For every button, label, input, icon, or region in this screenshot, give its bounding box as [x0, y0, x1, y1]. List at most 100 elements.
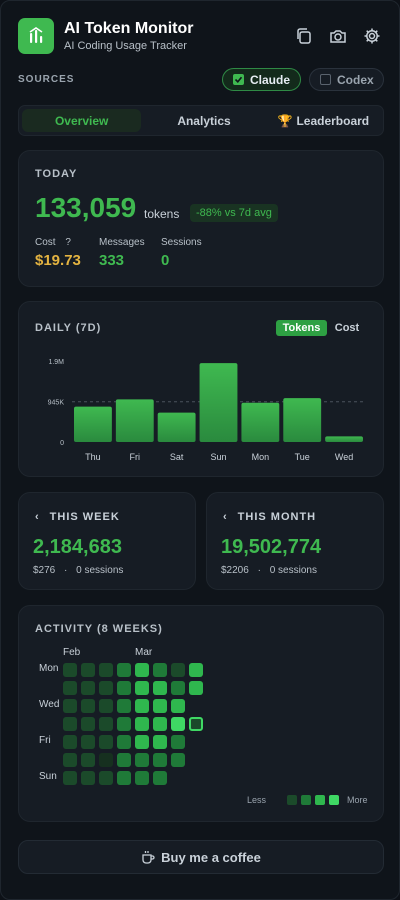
heatmap-cell[interactable] [153, 717, 167, 731]
header: AI Token Monitor AI Coding Usage Tracker [18, 18, 384, 54]
heatmap-cell[interactable] [135, 735, 149, 749]
heatmap-cell[interactable] [189, 663, 203, 677]
week-title: ‹ THIS WEEK [35, 511, 120, 523]
x-tick-label: Wed [335, 452, 353, 462]
buy-coffee-button[interactable]: Buy me a coffee [18, 840, 384, 874]
heatmap-cell[interactable] [81, 699, 95, 713]
main-tabs: Overview Analytics 🏆 Leaderboard [18, 105, 384, 136]
month-subtext: $2206 · 0 sessions [221, 565, 317, 576]
heatmap-cell[interactable] [135, 753, 149, 767]
y-tick-label: 0 [60, 440, 64, 447]
chevron-left-icon[interactable]: ‹ [223, 511, 228, 523]
x-tick-label: Sat [170, 452, 184, 462]
heatmap-cell[interactable] [81, 735, 95, 749]
heatmap-cell[interactable] [81, 771, 95, 785]
heatmap-cell[interactable] [63, 753, 77, 767]
heatmap-cell[interactable] [117, 681, 131, 695]
source-toggle-claude[interactable]: Claude [222, 68, 301, 91]
week-card[interactable]: ‹ THIS WEEK 2,184,683 $276 · 0 sessions [18, 492, 196, 590]
sources-label: SOURCES [18, 74, 75, 85]
bar-mon[interactable] [241, 402, 280, 442]
legend-cell [329, 795, 339, 805]
heatmap-cell[interactable] [99, 663, 113, 677]
tab-leaderboard[interactable]: 🏆 Leaderboard [264, 106, 383, 135]
buy-coffee-label: Buy me a coffee [161, 849, 261, 865]
heatmap-cell[interactable] [117, 753, 131, 767]
heatmap-cell[interactable] [171, 699, 185, 713]
bar-sat[interactable] [157, 412, 196, 442]
daily-card: DAILY (7D) Tokens Cost 1.9M 945K 0 Thu Fri Sa… [18, 301, 384, 477]
tab-analytics[interactable]: Analytics [144, 106, 263, 135]
bar-wed[interactable] [325, 436, 363, 442]
chevron-left-icon[interactable]: ‹ [35, 511, 40, 523]
heatmap-cell[interactable] [117, 699, 131, 713]
checkbox-unchecked-icon [320, 74, 331, 85]
heatmap-cell[interactable] [135, 717, 149, 731]
legend-less: Less [247, 795, 267, 805]
activity-card: ACTIVITY (8 WEEKS) Feb Mar Mon Wed Fri S… [18, 605, 384, 822]
heatmap-cell[interactable] [153, 681, 167, 695]
camera-icon[interactable] [329, 27, 347, 45]
bar-thu[interactable] [74, 406, 112, 442]
today-tokens-unit: tokens [144, 207, 180, 221]
heatmap-cell[interactable] [135, 771, 149, 785]
tab-label: Analytics [177, 113, 231, 128]
month-card[interactable]: ‹ THIS MONTH 19,502,774 $2206 · 0 sessio… [206, 492, 384, 590]
app-logo-icon [18, 18, 54, 54]
sessions-label: Sessions [161, 237, 202, 248]
source-toggle-codex[interactable]: Codex [309, 68, 384, 91]
heatmap-day-label: Mon [39, 663, 59, 674]
toggle-cost[interactable]: Cost [334, 322, 360, 334]
heatmap-cell[interactable] [171, 735, 185, 749]
heatmap-cell[interactable] [63, 717, 77, 731]
gear-icon[interactable] [363, 27, 381, 45]
tab-overview[interactable]: Overview [22, 109, 142, 132]
heatmap-cell[interactable] [81, 663, 95, 677]
heatmap-cell[interactable] [117, 717, 131, 731]
heatmap-cell[interactable] [117, 663, 131, 677]
heatmap-cell[interactable] [99, 771, 113, 785]
heatmap-cell[interactable] [63, 681, 77, 695]
heatmap-cell[interactable] [171, 681, 185, 695]
heatmap-cell[interactable] [171, 753, 185, 767]
heatmap-cell[interactable] [171, 663, 185, 677]
heatmap-cell[interactable] [99, 735, 113, 749]
heatmap-cell[interactable] [153, 753, 167, 767]
heatmap-cell[interactable] [81, 717, 95, 731]
heatmap-cell[interactable] [135, 681, 149, 695]
heatmap-cell[interactable] [135, 663, 149, 677]
heatmap-cell[interactable] [171, 717, 185, 731]
heatmap-cell[interactable] [153, 771, 167, 785]
today-title: TODAY [35, 168, 78, 180]
heatmap-cell[interactable] [63, 771, 77, 785]
heatmap-cell[interactable] [63, 699, 77, 713]
toggle-tokens[interactable]: Tokens [276, 320, 327, 336]
daily-bar-chart: 1.9M 945K 0 Thu Fri Sat Sun Mon Tue Wed [48, 359, 365, 462]
heatmap-cell[interactable] [81, 753, 95, 767]
y-tick-label: 1.9M [48, 359, 64, 366]
heatmap-month-label: Feb [63, 647, 81, 658]
heatmap-cell[interactable] [63, 735, 77, 749]
heatmap-cell[interactable] [153, 735, 167, 749]
source-label-codex: Codex [337, 72, 374, 87]
heatmap-cell-today[interactable] [189, 717, 203, 731]
heatmap-cell[interactable] [81, 681, 95, 695]
heatmap-cell[interactable] [153, 663, 167, 677]
bar-tue[interactable] [283, 398, 322, 442]
heatmap-cell[interactable] [117, 771, 131, 785]
heatmap-cell[interactable] [99, 699, 113, 713]
heatmap-cell[interactable] [153, 699, 167, 713]
coffee-icon [142, 851, 155, 864]
heatmap-cell[interactable] [99, 753, 113, 767]
bar-fri[interactable] [115, 399, 154, 442]
heatmap-cell[interactable] [117, 735, 131, 749]
copy-icon[interactable] [295, 27, 313, 45]
heatmap-cell[interactable] [99, 681, 113, 695]
heatmap-cell[interactable] [135, 699, 149, 713]
help-icon[interactable]: ? [65, 237, 71, 248]
heatmap-cell[interactable] [63, 663, 77, 677]
heatmap-cell[interactable] [189, 681, 203, 695]
bar-sun[interactable] [199, 363, 238, 442]
heatmap-cell[interactable] [99, 717, 113, 731]
